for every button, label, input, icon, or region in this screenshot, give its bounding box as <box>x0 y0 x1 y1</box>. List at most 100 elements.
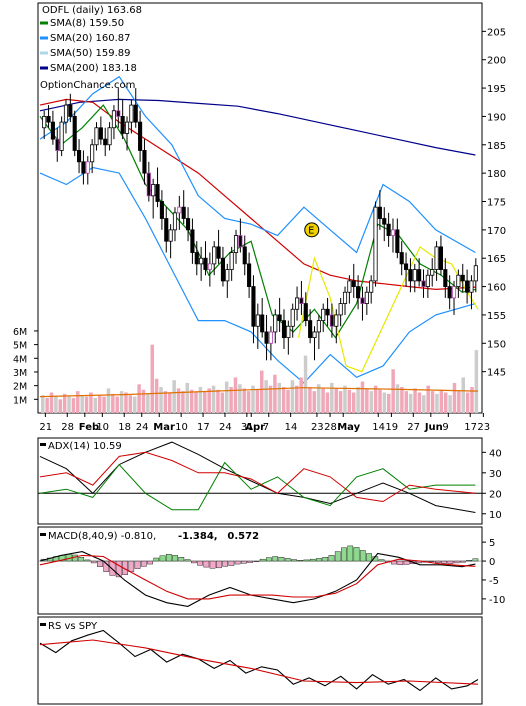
macd-histogram-bar <box>359 550 366 562</box>
volume-bar <box>203 391 207 413</box>
macd-histogram-bar <box>447 560 454 564</box>
volume-bar <box>146 393 150 413</box>
macd-histogram-bar <box>228 560 235 566</box>
rs-series-rs <box>39 629 479 692</box>
volume-bar <box>443 392 448 413</box>
candle-body <box>98 127 103 140</box>
macd-histogram-bar <box>209 560 216 569</box>
earnings-marker-label: E <box>308 225 314 236</box>
x-axis-label: Feb <box>79 422 99 433</box>
macd-histogram-bar <box>197 560 203 566</box>
macd-histogram-bar <box>316 558 322 562</box>
rs-title: RS vs SPY <box>48 621 98 632</box>
candle-body <box>168 229 173 242</box>
candle-body <box>325 308 330 316</box>
candle-body <box>438 246 443 270</box>
volume-y-tick-label: 1M <box>13 395 27 406</box>
adx-series-adx <box>39 441 476 513</box>
adx-y-tick-label: 30 <box>489 469 502 480</box>
price-y-tick-label: 195 <box>487 84 506 95</box>
macd-histogram-bar <box>266 557 272 562</box>
candle-body <box>260 314 265 333</box>
volume-bar <box>299 377 303 413</box>
candle-body <box>425 274 430 287</box>
volume-bar <box>316 384 321 413</box>
volume-bar <box>124 392 128 413</box>
volume-bar <box>76 391 80 413</box>
macd-histogram-bar <box>153 557 160 562</box>
macd-histogram-bar <box>134 560 141 569</box>
macd-histogram-bar <box>253 560 260 562</box>
volume-bar <box>277 382 282 413</box>
macd-histogram-bar <box>109 560 116 576</box>
macd-histogram-bar <box>241 560 247 564</box>
volume-bar <box>111 393 115 413</box>
macd-histogram-bar <box>453 560 460 564</box>
price-y-tick-label: 170 <box>487 226 506 237</box>
legend-swatch <box>40 66 48 70</box>
adx-series--di <box>39 461 476 511</box>
candle-body <box>473 265 478 282</box>
macd-panel-frame <box>37 526 483 615</box>
candle-body <box>138 121 143 151</box>
volume-bar <box>154 378 159 413</box>
volume-bar <box>413 388 417 413</box>
price-y-tick-label: 175 <box>487 198 506 209</box>
volume-bar <box>461 377 465 413</box>
volume-bar <box>102 396 106 413</box>
macd-y-tick-label: 0 <box>489 557 495 568</box>
macd-histogram-bar <box>353 547 360 562</box>
candle-body <box>229 252 234 270</box>
candle-body <box>116 110 121 117</box>
volume-bar <box>452 382 457 413</box>
candle-body <box>90 144 95 163</box>
candle-body <box>382 218 387 225</box>
volume-bar <box>246 391 251 413</box>
macd-y-tick-label: -10 <box>489 595 505 606</box>
candle-body <box>264 331 269 344</box>
candle-body <box>465 280 470 293</box>
volume-bar <box>378 389 382 413</box>
candle-body <box>151 184 156 197</box>
adx-panel-frame <box>37 437 483 525</box>
volume-bar <box>268 385 273 413</box>
volume-bar <box>220 392 225 413</box>
macd-histogram-bar <box>303 559 310 562</box>
macd-histogram-bar <box>284 558 291 562</box>
x-axis-label: 23 <box>477 422 490 433</box>
legend-swatch <box>40 36 48 40</box>
volume-bar <box>382 392 387 413</box>
earnings-marker <box>304 222 320 238</box>
volume-bar <box>211 385 216 413</box>
macd-histogram-bar <box>322 557 329 562</box>
candle-body <box>342 291 348 304</box>
candle-body <box>469 280 474 293</box>
volume-bar <box>229 387 233 413</box>
candle-body <box>50 121 55 140</box>
candle-body <box>456 274 461 287</box>
volume-bar <box>404 391 409 413</box>
volume-bar <box>465 392 470 413</box>
volume-bar <box>387 393 391 413</box>
volume-bar <box>408 393 413 413</box>
price-title: ODFL (daily) 163.68 <box>42 5 142 16</box>
candle-body <box>177 206 182 214</box>
candle-body <box>277 314 282 321</box>
adx-y-tick-label: 10 <box>489 510 502 521</box>
price-y-tick-label: 180 <box>487 169 506 180</box>
watermark: OptionChance.com <box>40 80 135 91</box>
volume-bar <box>400 387 404 413</box>
macd-histogram-bar <box>115 560 122 578</box>
rs-legend-swatch <box>40 623 46 626</box>
price-series-sma-200- <box>39 98 476 156</box>
candle-body <box>321 308 326 321</box>
macd-y-tick-label: -5 <box>489 576 499 587</box>
macd-histogram-bar <box>403 560 410 565</box>
volume-bar <box>470 387 474 413</box>
macd-histogram-bar <box>247 560 254 563</box>
volume-bar <box>172 380 176 413</box>
candle-body <box>142 150 147 174</box>
volume-bar <box>373 385 378 413</box>
volume-bar <box>49 392 54 413</box>
x-axis-label: 17 <box>197 422 210 433</box>
